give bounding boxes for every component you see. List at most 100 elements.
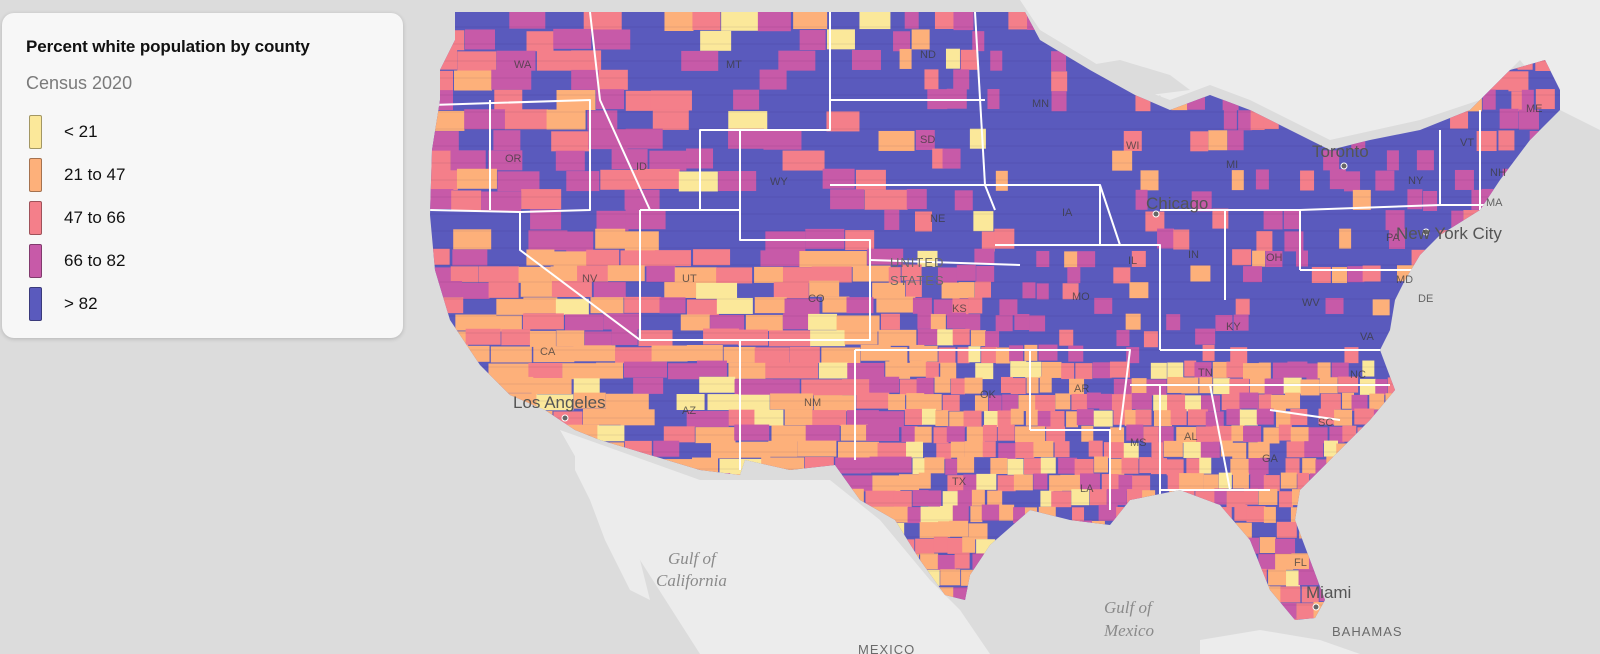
county-cell — [735, 394, 770, 411]
county-cell — [782, 313, 810, 330]
county-cell — [834, 251, 867, 268]
county-cell — [430, 150, 451, 171]
county-cell — [491, 69, 532, 90]
county-cell — [457, 51, 497, 72]
county-cell — [757, 12, 791, 32]
county-cell — [1511, 91, 1525, 112]
county-cell — [550, 266, 578, 283]
county-cell — [1074, 459, 1094, 476]
county-cell — [1232, 249, 1252, 266]
county-cell — [885, 361, 899, 378]
state-abbreviation-label: OR — [505, 153, 522, 165]
county-cell — [1110, 458, 1125, 475]
county-cell — [972, 31, 985, 52]
county-cell — [1140, 170, 1159, 191]
county-cell — [1535, 89, 1555, 110]
county-cell — [851, 49, 881, 70]
county-cell — [453, 229, 492, 250]
state-abbreviation-label: MO — [1072, 291, 1090, 303]
county-cell — [951, 378, 966, 395]
state-abbreviation-label: UT — [682, 273, 697, 285]
county-cell — [899, 379, 917, 396]
county-cell — [490, 346, 532, 363]
county-cell — [864, 189, 908, 210]
county-cell — [461, 282, 490, 299]
county-cell — [934, 12, 954, 29]
county-cell — [945, 48, 960, 69]
county-cell — [1062, 283, 1079, 300]
county-cell — [1454, 169, 1474, 190]
county-cell — [936, 443, 952, 460]
county-cell — [555, 298, 589, 315]
county-cell — [1231, 425, 1245, 442]
county-cell — [1167, 394, 1186, 411]
legend-item-label: 21 to 47 — [64, 164, 126, 184]
county-cell — [768, 440, 798, 457]
county-cell — [958, 282, 975, 299]
county-cell — [1010, 361, 1027, 378]
county-cell — [921, 345, 938, 362]
county-cell — [1362, 360, 1375, 377]
city-label: Miami — [1306, 583, 1351, 602]
county-cell — [1323, 150, 1340, 171]
county-cell — [1263, 506, 1276, 523]
county-cell — [952, 328, 970, 345]
county-cell — [1205, 411, 1224, 428]
county-cell — [624, 296, 662, 313]
county-cell — [971, 489, 985, 506]
state-abbreviation-label: ME — [1526, 103, 1543, 115]
county-cell — [897, 362, 911, 379]
county-cell — [716, 297, 753, 314]
county-cell — [1226, 491, 1246, 508]
county-cell — [624, 189, 660, 210]
state-abbreviation-label: MS — [1130, 437, 1147, 449]
county-cell — [938, 347, 956, 364]
county-cell — [997, 424, 1015, 441]
county-cell — [1407, 189, 1423, 210]
county-cell — [1113, 378, 1132, 395]
county-cell — [740, 441, 771, 458]
county-cell — [1499, 108, 1519, 129]
county-cell — [768, 330, 811, 347]
county-cell — [566, 171, 600, 192]
county-cell — [982, 424, 997, 441]
state-abbreviation-label: KY — [1226, 321, 1241, 333]
county-cell — [782, 150, 825, 171]
county-cell — [651, 345, 688, 362]
legend-item: > 82 — [24, 282, 381, 325]
county-cell — [1263, 209, 1283, 230]
country-label-mexico: MEXICO — [858, 642, 915, 654]
state-abbreviation-label: IL — [1128, 255, 1137, 267]
county-cell — [1025, 361, 1042, 378]
county-cell — [1280, 586, 1301, 603]
county-cell — [1199, 457, 1212, 474]
county-cell — [1013, 507, 1026, 524]
county-cell — [590, 297, 624, 314]
county-cell — [465, 29, 496, 50]
county-cell — [1077, 251, 1096, 268]
county-cell — [1235, 298, 1250, 315]
county-cell — [1232, 442, 1247, 459]
county-cell — [1287, 361, 1308, 378]
county-cell — [801, 379, 843, 396]
county-cell — [530, 209, 562, 230]
county-cell — [478, 266, 519, 283]
state-border — [430, 99, 591, 213]
county-cell — [918, 472, 931, 489]
county-cell — [1157, 228, 1175, 249]
county-cell — [808, 313, 838, 330]
county-cell — [494, 315, 522, 332]
county-cell — [711, 442, 740, 459]
county-cell — [1362, 265, 1381, 282]
county-cell — [912, 297, 932, 314]
county-cell — [997, 475, 1016, 492]
county-cell — [942, 491, 959, 508]
county-cell — [909, 344, 925, 361]
county-cell — [1022, 282, 1036, 299]
county-cell — [1089, 489, 1107, 506]
county-cell — [985, 331, 1000, 348]
county-cell — [699, 376, 736, 393]
county-cell — [1244, 488, 1259, 505]
